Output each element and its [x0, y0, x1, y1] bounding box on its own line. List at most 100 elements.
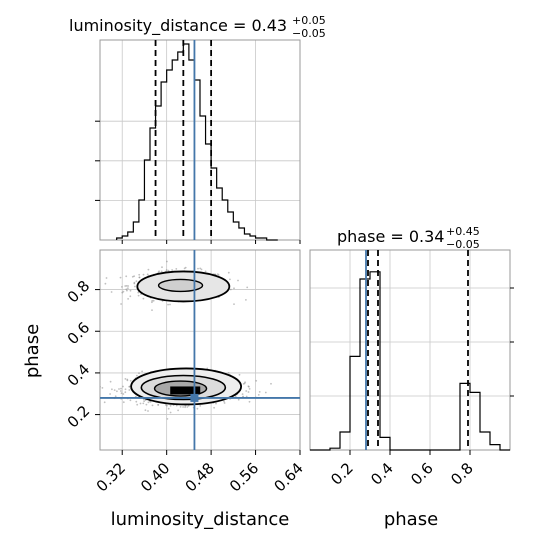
p3-ytick-label-1: 0.4 [64, 360, 94, 390]
scatter-point [124, 388, 127, 391]
scatter-point [101, 387, 104, 389]
panel-phase-vs-luminosity-distance: 0.32 0.40 0.48 0.56 0.64 0.2 0.4 0.6 0.8 [64, 249, 307, 495]
scatter-point [227, 372, 230, 374]
p3-ytick-label-2: 0.6 [64, 319, 94, 349]
scatter-point [184, 405, 187, 407]
scatter-point [241, 393, 244, 395]
p3-xtick-label-4: 0.64 [270, 459, 306, 495]
panel-luminosity-distance-hist [95, 39, 301, 244]
scatter-point [137, 291, 140, 294]
scatter-point [165, 269, 168, 271]
scatter-point [151, 301, 153, 304]
scatter-point [234, 395, 237, 398]
scatter-point [110, 291, 113, 293]
scatter-point [129, 399, 132, 402]
p3-xtick-label-1: 0.40 [137, 459, 173, 495]
scatter-point [127, 298, 129, 300]
scatter-point [243, 382, 246, 385]
scatter-point [215, 402, 217, 405]
scatter-point [138, 276, 141, 279]
scatter-point [166, 418, 169, 420]
scatter-point [151, 299, 154, 302]
scatter-point [182, 406, 185, 408]
scatter-point [245, 299, 247, 301]
scatter-point [135, 400, 138, 403]
p4-xtick-label-1: 0.4 [367, 459, 397, 489]
scatter-point [175, 268, 178, 270]
scatter-point [104, 282, 107, 285]
p3-xtick-label-2: 0.48 [182, 459, 218, 495]
title-phase: phase = 0.34 [337, 227, 444, 246]
scatter-point [122, 385, 124, 388]
scatter-point [169, 303, 171, 306]
scatter-point [152, 299, 155, 302]
scatter-point [200, 268, 203, 271]
scatter-point [229, 278, 231, 281]
scatter-point [129, 379, 132, 382]
scatter-point [129, 295, 132, 298]
scatter-point [246, 286, 249, 289]
scatter-point [127, 287, 129, 290]
scatter-point [196, 407, 199, 410]
scatter-point [237, 398, 240, 401]
p3-xtick-label-3: 0.56 [226, 459, 262, 495]
panel-phase-hist: 0.2 0.4 0.6 0.8 [309, 249, 514, 489]
title-phase-text: phase = 0.34 [337, 227, 444, 246]
scatter-point [114, 395, 117, 398]
scatter-point [120, 303, 122, 305]
scatter-point [147, 410, 149, 412]
p3-ytick-label-3: 0.8 [64, 277, 94, 307]
scatter-point [237, 279, 239, 282]
scatter-point [142, 273, 145, 276]
p3-contour-upper-inner [157, 278, 204, 293]
scatter-point [255, 379, 258, 382]
scatter-point [90, 276, 92, 278]
p3-density-peak [170, 386, 201, 395]
scatter-point [128, 385, 131, 388]
title-luminosity-distance-text: luminosity_distance = 0.43 [69, 16, 287, 36]
scatter-point [138, 273, 141, 276]
xlabel-luminosity-distance: luminosity_distance [111, 509, 290, 530]
xlabel-phase: phase [384, 509, 438, 530]
scatter-point [197, 267, 199, 270]
scatter-point [122, 401, 125, 404]
scatter-point [147, 268, 150, 271]
scatter-point [105, 277, 108, 279]
scatter-point [258, 391, 261, 393]
scatter-point [124, 378, 127, 380]
scatter-point [122, 393, 125, 395]
scatter-point [126, 289, 128, 292]
scatter-point [109, 393, 111, 395]
scatter-point [136, 403, 139, 406]
scatter-point [120, 390, 122, 392]
scatter-point [138, 372, 140, 375]
scatter-point [121, 286, 123, 288]
scatter-point [135, 280, 138, 283]
scatter-point [245, 390, 248, 392]
scatter-point [120, 392, 123, 395]
scatter-point [248, 388, 251, 390]
scatter-point [179, 406, 182, 408]
scatter-point [141, 370, 144, 373]
scatter-point [199, 267, 202, 270]
scatter-point [121, 291, 124, 294]
scatter-point [139, 402, 142, 405]
scatter-point [167, 407, 170, 410]
scatter-point [184, 266, 187, 269]
title-luminosity-distance-plus: +0.05 [292, 14, 326, 27]
scatter-point [147, 401, 150, 404]
scatter-point [103, 401, 106, 404]
scatter-point [157, 403, 160, 406]
p1-histogram-step [116, 43, 278, 241]
p3-truth-marker [190, 393, 199, 402]
p3-frame [99, 249, 301, 451]
scatter-point [186, 406, 189, 408]
scatter-point [118, 388, 120, 390]
scatter-point [245, 395, 248, 398]
scatter-point [116, 390, 118, 393]
scatter-point [137, 294, 140, 297]
scatter-point [120, 387, 122, 390]
scatter-point [146, 273, 149, 276]
p1-frame [99, 39, 301, 241]
scatter-point [248, 385, 250, 388]
